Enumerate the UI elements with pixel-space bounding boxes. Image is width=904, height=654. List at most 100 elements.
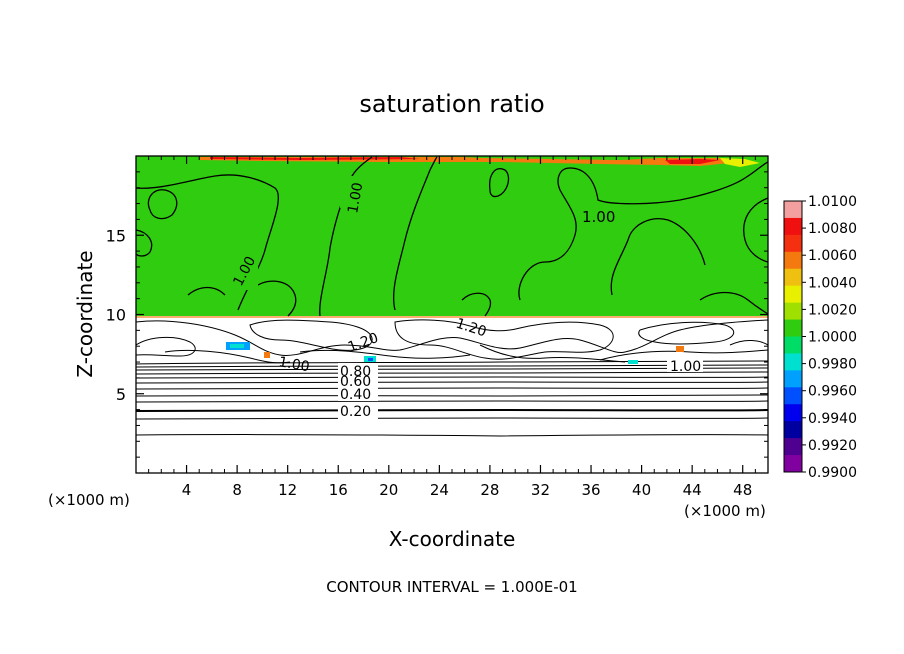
contour-1-00-h — [461, 292, 492, 317]
colorbar-swatch — [784, 404, 802, 422]
colorbar-swatch — [784, 387, 802, 405]
x-tick-label: 4 — [182, 481, 192, 499]
contour-1-00-i — [489, 168, 510, 198]
lower-white-field — [136, 316, 768, 473]
y-tick-label: 15 — [106, 226, 126, 245]
colorbar-label: 0.9920 — [808, 438, 857, 454]
colorbar-label: 1.0080 — [808, 221, 857, 237]
x-unit-right: (×1000 m) — [684, 502, 766, 520]
contour-interval-text: CONTOUR INTERVAL = 1.000E-01 — [326, 578, 577, 596]
contour-label-bg-2 — [580, 206, 620, 224]
contour-label-1-00-b: 1.00 — [582, 208, 615, 226]
contour-label-bg-7 — [667, 356, 703, 372]
x-axis-label: X-coordinate — [389, 527, 516, 551]
lower-contour-9 — [136, 400, 768, 403]
upper-green-field — [136, 156, 768, 318]
cloud-contour-inner-2 — [299, 349, 471, 359]
colorbar-swatch — [784, 353, 802, 371]
contour-label-bg-10 — [338, 389, 378, 401]
colorbar-label: 1.0020 — [808, 302, 857, 318]
blob-blue-2 — [368, 358, 373, 361]
colorbar-swatch — [784, 319, 802, 337]
contour-1-00-k — [743, 197, 768, 263]
x-tick-label: 32 — [531, 481, 550, 499]
x-tick-label: 20 — [379, 481, 398, 499]
cloud-contour-inner-4 — [599, 349, 768, 361]
colorbar-label: 1.0100 — [808, 194, 857, 210]
colorbar-swatch — [784, 421, 802, 439]
colorbar-label: 1.0060 — [808, 248, 857, 264]
x-tick-label: 12 — [278, 481, 297, 499]
colorbar-label: 0.9980 — [808, 357, 857, 373]
contour-1-00-a — [136, 174, 279, 311]
y-tick-label: 10 — [106, 306, 126, 325]
contour-label-bg-1 — [340, 176, 360, 208]
contour-label-0-60: 0.60 — [340, 374, 371, 390]
blob-orange-1 — [264, 352, 270, 358]
cloud-contour-1-20-b — [394, 319, 614, 360]
contour-1-00-g — [393, 156, 438, 311]
colorbar-swatch — [784, 285, 802, 304]
y-tick-label: 5 — [116, 385, 126, 404]
blob-orange-3 — [676, 346, 684, 352]
cloud-contour-1-20-c — [638, 321, 735, 345]
colorbar-swatch — [784, 370, 802, 388]
blob-cyan-1-inner — [230, 344, 244, 348]
lower-contour-4 — [136, 371, 768, 375]
colored-blobs — [226, 342, 684, 364]
y-axis-label: Z-coordinate — [73, 250, 97, 377]
lower-contour-10 — [136, 417, 768, 420]
colorbar: 1.0100 1.0080 1.0060 1.0040 1.0020 1.0000 0.99… — [783, 194, 857, 481]
colorbar-swatch — [784, 268, 802, 287]
x-axis: 4 8 12 16 20 24 28 32 36 40 44 48 — [148, 156, 756, 499]
x-tick-label: 8 — [232, 481, 242, 499]
lower-contour-7 — [136, 387, 768, 390]
contour-label-1-00-e: 1.00 — [670, 359, 701, 375]
cloud-contours — [136, 319, 768, 364]
contour-label-0-80: 0.80 — [340, 364, 371, 380]
x-tick-label: 24 — [430, 481, 449, 499]
contour-label-0-40: 0.40 — [340, 387, 371, 403]
blob-cyan-3 — [628, 360, 638, 364]
x-unit-left: (×1000 m) — [48, 491, 130, 509]
chart-title: saturation ratio — [359, 90, 544, 118]
cloud-contour-left — [136, 337, 196, 357]
colorbar-label: 0.9900 — [808, 465, 857, 481]
upper-contours — [136, 156, 768, 317]
colorbar-label: 1.0000 — [808, 330, 857, 346]
cloud-contour-1-20-a — [249, 319, 373, 351]
colorbar-swatch — [784, 201, 802, 219]
colorbar-swatch — [784, 234, 802, 253]
x-tick-label: 16 — [329, 481, 348, 499]
lower-contour-6 — [136, 381, 768, 384]
colorbar-swatch — [784, 302, 802, 321]
contour-1-00-d — [187, 286, 226, 296]
x-tick-label: 48 — [733, 481, 752, 499]
contour-1-00-c — [136, 229, 153, 257]
colorbar-swatch — [784, 438, 802, 456]
y-axis: 5 10 15 — [106, 171, 768, 458]
x-tick-label: 44 — [683, 481, 702, 499]
lower-contour-0-20 — [136, 408, 768, 412]
cloud-contour-right — [729, 340, 768, 346]
contour-label-bg-11 — [338, 403, 378, 419]
contour-1-00-e — [257, 280, 297, 317]
x-tick-label: 40 — [632, 481, 651, 499]
contour-1-00-f — [319, 156, 373, 317]
colorbar-swatch — [784, 217, 802, 236]
colorbar-swatch — [784, 455, 802, 473]
contour-1-00-m — [699, 291, 768, 315]
lower-contour-5 — [136, 376, 768, 379]
colorbar-swatch — [784, 336, 802, 354]
x-tick-label: 28 — [480, 481, 499, 499]
x-tick-label: 36 — [581, 481, 600, 499]
contour-label-1-00-a: 1.00 — [345, 181, 366, 214]
contour-label-bg-8 — [338, 363, 378, 389]
contour-label-1-00-d: 1.00 — [277, 354, 310, 375]
cloud-contour-outer — [136, 319, 768, 356]
lower-contour-8 — [136, 394, 768, 397]
colorbar-label: 0.9960 — [808, 384, 857, 400]
contour-label-group: 1.00 1.00 1.00 1.20 1.20 1.00 1.00 0.80 … — [230, 176, 703, 420]
lower-contour-11 — [136, 434, 768, 437]
